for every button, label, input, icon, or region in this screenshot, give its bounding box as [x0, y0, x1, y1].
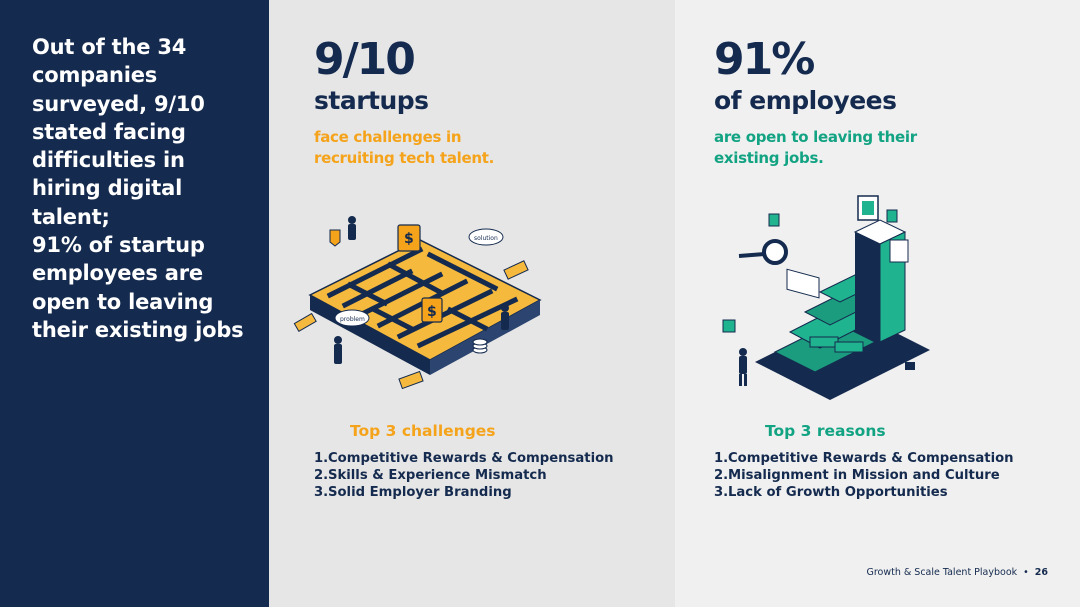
summary-line: employees are: [32, 261, 203, 286]
employees-desc-line: are open to leaving their: [714, 128, 917, 146]
summary-line: open to leaving: [32, 289, 214, 314]
challenges-list-title: Top 3 challenges: [350, 422, 496, 440]
page-footer: Growth & Scale Talent Playbook • 26: [866, 567, 1048, 578]
summary-line: 91% of startup: [32, 233, 205, 258]
summary-line: talent;: [32, 204, 110, 229]
employees-description: are open to leaving their existing jobs.: [714, 127, 917, 169]
footer-title: Growth & Scale Talent Playbook: [866, 567, 1018, 578]
summary-line: hiring digital: [32, 176, 183, 201]
employees-stat: 91%: [714, 34, 815, 85]
summary-line: companies: [32, 63, 158, 88]
staircase-illustration-icon: [722, 195, 930, 400]
list-item: 2. Skills & Experience Mismatch: [314, 468, 547, 483]
left-summary-panel: Out of the 34 companies surveyed, 9/10 s…: [0, 0, 269, 607]
startups-desc-line: recruiting tech talent.: [314, 149, 495, 167]
reasons-list: 1. Competitive Rewards & Compensation 2. M…: [714, 450, 1014, 501]
startups-subtitle: startups: [314, 86, 429, 115]
reasons-list-title: Top 3 reasons: [765, 422, 886, 440]
solution-bubble: solution: [468, 228, 504, 246]
list-item: 1. Competitive Rewards & Compensation: [314, 451, 614, 466]
list-item: 3. Lack of Growth Opportunities: [714, 485, 948, 500]
page-number: 26: [1034, 567, 1048, 578]
employees-subtitle: of employees: [714, 86, 897, 115]
startups-desc-line: face challenges in: [314, 128, 462, 146]
svg-text:$: $: [427, 304, 437, 320]
employees-desc-line: existing jobs.: [714, 149, 824, 167]
summary-line: surveyed, 9/10: [32, 91, 205, 116]
summary-text: Out of the 34 companies surveyed, 9/10 s…: [32, 33, 264, 344]
list-item: 1. Competitive Rewards & Compensation: [714, 451, 1014, 466]
footer-separator: •: [1023, 567, 1029, 578]
startups-description: face challenges in recruiting tech talen…: [314, 127, 494, 169]
startups-stat: 9/10: [314, 34, 416, 85]
challenges-list: 1. Competitive Rewards & Compensation 2. S…: [314, 450, 614, 501]
summary-line: Out of the 34: [32, 35, 187, 59]
maze-illustration-icon: $ $ problem solution: [293, 216, 542, 390]
summary-line: difficulties in: [32, 148, 185, 173]
summary-line: stated facing: [32, 119, 186, 144]
summary-line: their existing jobs: [32, 317, 244, 342]
list-item: 3. Solid Employer Branding: [314, 485, 512, 500]
problem-bubble: problem: [334, 309, 370, 327]
solution-label: solution: [474, 235, 498, 242]
list-item: 2. Misalignment in Mission and Culture: [714, 468, 1000, 483]
problem-label: problem: [340, 316, 365, 323]
svg-text:$: $: [404, 231, 414, 247]
